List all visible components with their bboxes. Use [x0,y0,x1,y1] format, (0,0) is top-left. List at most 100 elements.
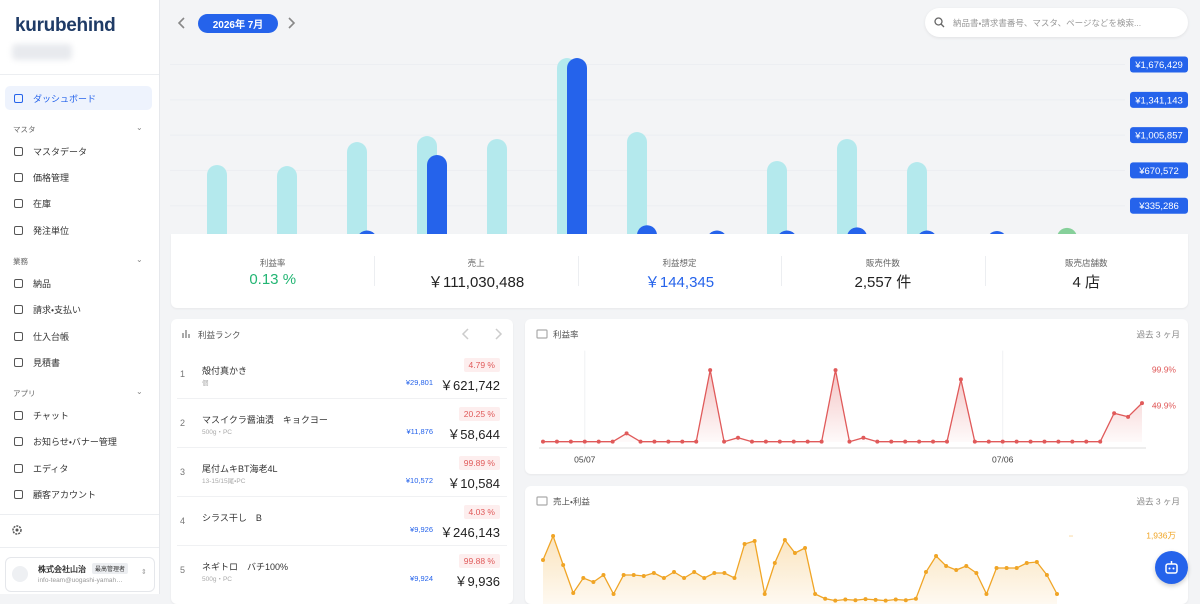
nav-item[interactable]: 在庫 [5,192,152,216]
nav-item[interactable]: 納品 [5,271,152,295]
point [1140,401,1144,406]
nav-item[interactable]: 発注単位 [5,218,152,242]
collapse-icon[interactable]: ⌄ [136,255,143,265]
point [561,562,566,567]
nav-icon [14,225,23,235]
product-name: ネギトロ バチ100% [202,562,289,572]
point [610,439,615,444]
period-selector: 過去 3 ヶ月 [1137,496,1180,506]
point [863,597,868,602]
rank-number: 5 [180,565,186,575]
company-name: 株式会社山治 [38,565,86,574]
sales-amount: ￥246,143 [440,525,500,540]
settings-icon[interactable] [11,524,23,536]
y-tick-label: ¥1,676,429 [1134,60,1183,71]
point [954,568,959,573]
rank-next[interactable] [491,327,505,341]
nav-item[interactable]: 請求・支払い [5,298,152,322]
profit-rate-card: 利益率 過去 3 ヶ月 05/07 07/06 49.9% 99.9% [525,319,1188,474]
nav-icon [14,437,23,447]
point [974,570,979,575]
rank-prev[interactable] [459,327,473,341]
point [1014,439,1019,444]
user-card[interactable]: 株式会社山治 最高管理者 info-team@uogashi-yamah… ⇕ [5,557,155,592]
point [581,576,586,581]
stat-label: 利益想定 [662,258,697,268]
nav-item[interactable]: チャット [5,403,152,427]
search-box[interactable]: 納品書・請求書番号、マスタ、ページなどを検索... [925,8,1188,37]
stat-divider [577,256,579,286]
divider [0,547,159,548]
nav-item[interactable]: 顧客アカウント [5,483,152,507]
nav-label: 価格管理 [33,172,70,183]
point [661,576,666,581]
product-detail: 500g・PC [202,429,232,436]
collapse-icon[interactable]: ⌄ [136,387,143,397]
bar [627,132,647,234]
nav-item[interactable]: ダッシュボード [5,86,152,110]
point [702,576,707,581]
point [823,596,828,601]
prev-month[interactable] [174,15,190,31]
nav-item[interactable]: 見積書 [5,350,152,374]
stat-label: 販売店舗数 [1065,258,1108,268]
point [847,439,852,444]
nav-item[interactable]: 価格管理 [5,165,152,189]
product-name: 殻付真かき [202,366,248,376]
point [883,598,888,603]
profit-amount: ¥9,926 [410,525,433,534]
point [1014,566,1019,571]
y-tick-label: ¥1,005,857 [1134,131,1183,142]
bar [907,162,927,234]
nav-item[interactable]: お知らせ・バナー管理 [5,430,152,454]
profit-amount: ¥10,572 [405,476,433,485]
rank-icon [182,330,190,338]
point [641,573,646,578]
nav-label: ダッシュボード [33,93,97,104]
profit-rate: 99.89 % [458,456,500,470]
stat-label: 販売件数 [865,258,900,268]
point [554,439,559,444]
next-month[interactable] [283,15,299,31]
line [542,534,1058,602]
chatbot-button[interactable] [1155,551,1188,584]
bar [347,142,367,234]
chart-title: 売上・利益 [553,496,590,506]
nav-section: マスタ [13,125,36,134]
point [624,431,629,436]
point [772,560,777,565]
rank-number: 4 [180,516,186,526]
point [1034,560,1039,565]
x-tick-label: 05/07 [574,454,596,464]
stat-value: 4 店 [1072,274,1101,291]
nav-icon [14,305,23,315]
logo[interactable]: kurubehind [15,15,116,36]
point [917,439,922,444]
point [893,597,898,602]
point [582,439,587,444]
row-divider [177,545,507,546]
nav-icon [14,172,23,182]
nav-icon [14,490,23,500]
profit-rate: 20.25 % [458,407,500,421]
ranking-card: 利益ランク 1 殻付真かき個 4.79 % ¥29,801 ￥621,742 2 マスイクラ… [171,319,513,604]
point [736,435,741,440]
point [819,439,824,444]
point [792,550,797,555]
point [752,539,757,544]
nav-label: 顧客アカウント [33,490,97,501]
tick-pill [1130,91,1188,108]
nav-item[interactable]: エディタ [5,456,152,480]
sales-profit-card: 売上・利益 過去 3 ヶ月 1,936万 [525,486,1188,604]
product-name: マスイクラ醤油漬 キョクヨー [202,415,328,425]
bar [779,230,795,234]
month-pill[interactable]: 2026年 7月 [198,14,278,33]
nav-item[interactable]: マスタデータ [5,139,152,163]
nav-item[interactable]: 仕入台帳 [5,324,152,348]
collapse-icon[interactable]: ⌄ [136,123,143,132]
point [923,570,928,575]
row-divider [177,398,507,399]
nav-label: 仕入台帳 [33,331,70,342]
product-detail: 500g・PC [202,576,232,583]
chart-title: 利益率 [553,329,579,339]
